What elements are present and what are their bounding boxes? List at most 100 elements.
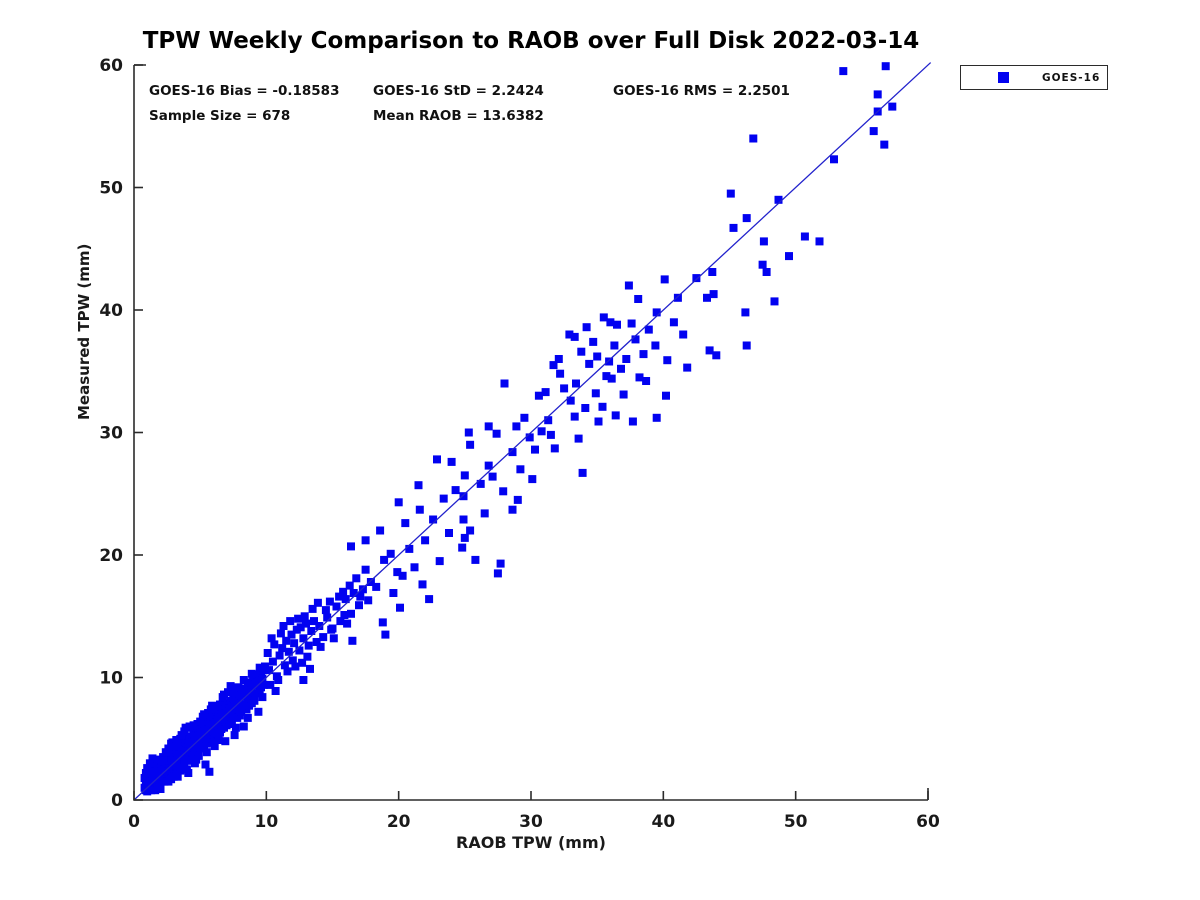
data-point [464,428,473,437]
data-point [288,656,297,665]
data-point [227,717,236,726]
data-point [202,739,211,748]
data-point [405,544,414,553]
data-point [642,377,651,385]
data-point [410,563,419,572]
data-point [534,391,543,400]
data-point [364,596,373,605]
data-point [279,622,288,630]
data-point [484,461,493,470]
data-point [274,676,283,684]
data-point [556,369,565,378]
y-tick-label: 40 [99,301,123,321]
data-point [433,455,441,464]
data-point [631,335,640,344]
data-point [287,630,296,639]
data-point [141,769,150,777]
data-point [708,268,717,276]
data-point [361,565,370,574]
x-tick-label: 10 [254,812,278,832]
data-point [830,155,838,164]
x-tick-label: 60 [916,812,940,832]
data-point [144,777,153,786]
data-point [231,723,240,732]
data-point [321,606,330,615]
data-point [332,602,341,611]
data-point [544,416,553,425]
data-point [205,767,214,776]
data-point [278,644,287,653]
data-point [145,759,154,768]
x-tick-label: 40 [651,812,675,832]
data-point [582,323,591,332]
data-point [263,649,272,657]
data-point [585,359,594,368]
data-point [329,634,338,643]
data-point [605,357,614,366]
data-point [560,384,569,393]
data-point [237,707,246,716]
data-point [421,536,430,545]
stat-mean-raob: Mean RAOB = 13.6382 [373,108,544,124]
data-point [528,475,537,484]
data-point [189,721,198,730]
data-point [401,519,410,528]
data-point [602,372,611,381]
data-point [202,748,211,757]
data-point [304,641,313,650]
data-point [415,505,424,514]
data-point [167,775,176,784]
data-point [378,618,387,627]
data-point [366,578,375,586]
data-point [869,127,878,136]
data-point [345,581,354,590]
data-point [210,742,219,751]
data-point [635,373,644,382]
data-point [343,619,352,628]
data-point [742,341,751,350]
data-point [308,604,317,613]
data-point [275,651,284,660]
data-point [546,430,555,439]
data-point [531,445,539,454]
data-point [578,468,587,477]
data-point [566,396,575,405]
data-point [652,413,661,422]
data-point [425,595,434,604]
data-point [358,585,367,594]
data-point [435,557,444,566]
data-point [376,526,385,535]
data-point [669,318,678,327]
data-point [323,613,332,622]
data-point [673,293,682,302]
data-point [606,318,615,327]
data-point [705,346,714,355]
data-point [339,587,348,596]
data-point [628,417,637,426]
data-point [570,412,579,421]
data-point [508,505,517,514]
x-tick-label: 0 [128,812,140,832]
x-tick-label: 50 [784,812,808,832]
data-point [201,760,210,769]
data-point [549,361,558,370]
data-point [361,536,370,545]
data-point [349,589,358,597]
legend-square-marker-icon [998,72,1009,83]
data-point [340,611,349,619]
data-point [652,308,661,317]
data-point [599,313,608,322]
data-point [627,319,636,328]
y-tick-label: 50 [99,179,123,199]
data-point [386,549,395,558]
data-point [759,237,768,246]
x-tick-label: 30 [519,812,543,832]
data-point [319,633,328,642]
chart-title: TPW Weekly Comparison to RAOB over Full … [142,28,920,54]
data-point [617,364,625,373]
data-point [815,237,824,246]
data-point [153,785,162,793]
data-point [880,140,889,149]
data-point [683,363,692,372]
